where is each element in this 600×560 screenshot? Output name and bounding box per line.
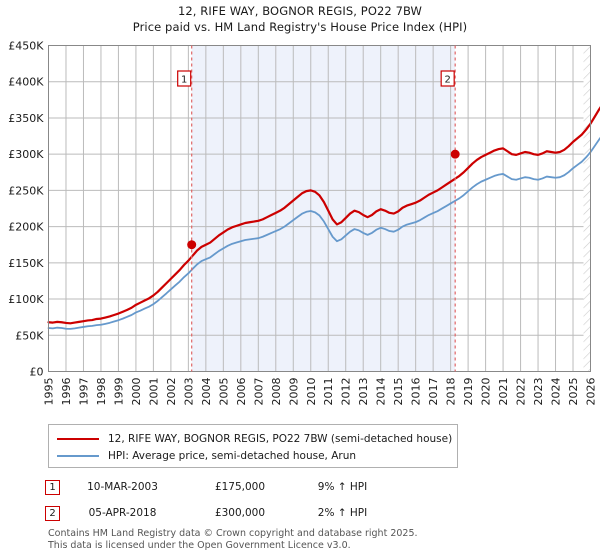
x-axis-tick-label: 2014 <box>375 378 388 406</box>
x-axis-tick-label: 2000 <box>130 378 143 406</box>
table-row: 2 05-APR-2018 £300,000 2% ↑ HPI <box>45 500 465 526</box>
ownership-span-shading <box>191 45 456 372</box>
x-axis-tick-label: 2005 <box>217 378 230 406</box>
transaction-date: 05-APR-2018 <box>88 507 157 519</box>
x-axis-tick-label: 2020 <box>480 378 493 406</box>
legend-swatch-price-paid <box>57 437 99 440</box>
forecast-hatched-region <box>583 45 591 372</box>
x-axis-tick-label: 2004 <box>200 378 213 406</box>
x-axis-tick-label: 1998 <box>95 378 108 406</box>
x-axis-tick-label: 2019 <box>462 378 475 406</box>
attribution-line-2: This data is licensed under the Open Gov… <box>48 539 351 551</box>
y-axis-tick-label: £50K <box>15 329 44 342</box>
x-axis-tick-label: 2012 <box>340 378 353 406</box>
plot-border <box>48 45 591 372</box>
x-axis-tick-label: 2007 <box>252 378 265 406</box>
chart-legend: 12, RIFE WAY, BOGNOR REGIS, PO22 7BW (se… <box>48 424 458 468</box>
x-axis-tick-label: 2010 <box>305 378 318 406</box>
y-axis-tick-label: £0 <box>30 366 44 379</box>
attribution-line-1: Contains HM Land Registry data © Crown c… <box>48 528 418 539</box>
transaction-hpi-delta: 2% ↑ HPI <box>317 507 368 519</box>
page-subtitle: Price paid vs. HM Land Registry's House … <box>132 20 468 34</box>
transaction-marker-dot <box>187 240 197 250</box>
y-axis-tick-label: £250K <box>8 184 44 197</box>
transaction-marker-badge-label: 2 <box>444 75 450 86</box>
x-axis-tick-label: 2026 <box>585 378 598 406</box>
y-axis-tick-label: £200K <box>8 221 44 234</box>
x-axis-tick-label: 2011 <box>322 378 335 406</box>
attribution-footer: Contains HM Land Registry data © Crown c… <box>48 528 588 551</box>
transaction-marker-badge-box <box>177 70 192 87</box>
x-axis-tick-label: 2003 <box>182 378 195 406</box>
series-line-price-paid <box>47 106 600 325</box>
table-row: 1 10-MAR-2003 £175,000 9% ↑ HPI <box>45 474 465 500</box>
x-axis-tick-label: 2023 <box>532 378 545 406</box>
x-axis-tick-label: 1999 <box>112 378 125 406</box>
transaction-marker-badge: 1 <box>45 479 60 495</box>
y-axis-tick-label: £150K <box>8 257 44 270</box>
legend-swatch-hpi <box>57 454 99 457</box>
transaction-price: £300,000 <box>214 507 266 519</box>
x-axis-tick-label: 2018 <box>445 378 458 406</box>
y-axis-tick-label: £400K <box>8 76 44 89</box>
legend-label-price-paid: 12, RIFE WAY, BOGNOR REGIS, PO22 7BW (se… <box>108 432 453 445</box>
x-axis-tick-label: 2015 <box>392 378 405 406</box>
x-axis-tick-label: 2009 <box>287 378 300 406</box>
transaction-price: £175,000 <box>214 481 266 493</box>
transactions-table: 1 10-MAR-2003 £175,000 9% ↑ HPI 2 05-APR… <box>45 474 465 526</box>
x-axis-tick-label: 2002 <box>165 378 178 406</box>
plot-area: £0 £50K £100K £150K £200K £250K £300K £350K £400… <box>8 40 600 406</box>
x-axis-tick-label: 2021 <box>497 378 510 406</box>
transaction-marker-badge-box <box>440 70 455 87</box>
series-line-hpi <box>47 136 600 330</box>
x-axis-tick-label: 2006 <box>235 378 248 406</box>
legend-label-hpi: HPI: Average price, semi-detached house,… <box>108 449 357 462</box>
x-axis-tick-label: 2016 <box>410 378 423 406</box>
x-axis-tick-label: 1995 <box>43 378 56 406</box>
x-axis-tick-label: 2017 <box>427 378 440 406</box>
x-axis-tick-label: 2013 <box>357 378 370 406</box>
x-axis-tick-label: 1996 <box>60 378 73 406</box>
legend-item-hpi: HPI: Average price, semi-detached house,… <box>57 447 449 464</box>
x-axis-tick-label: 2008 <box>270 378 283 406</box>
x-axis-tick-label: 2024 <box>550 378 563 406</box>
y-axis-tick-label: £300K <box>8 148 44 161</box>
y-axis-tick-label: £450K <box>8 40 44 53</box>
x-axis-tick-label: 1997 <box>77 378 90 406</box>
y-axis-tick-label: £350K <box>8 112 44 125</box>
x-axis-tick-label: 2001 <box>147 378 160 406</box>
page-title: 12, RIFE WAY, BOGNOR REGIS, PO22 7BW <box>177 4 423 18</box>
chart-title-block: 12, RIFE WAY, BOGNOR REGIS, PO22 7BW Pri… <box>0 3 600 35</box>
transaction-date: 10-MAR-2003 <box>87 481 158 493</box>
x-axis-tick-label: 2025 <box>567 378 580 406</box>
legend-item-price-paid: 12, RIFE WAY, BOGNOR REGIS, PO22 7BW (se… <box>57 430 453 447</box>
y-axis-tick-label: £100K <box>8 293 44 306</box>
transaction-marker-badge-label: 1 <box>181 75 187 86</box>
x-axis-tick-label: 2022 <box>515 378 528 406</box>
transaction-marker-badge: 2 <box>45 505 60 521</box>
transaction-hpi-delta: 9% ↑ HPI <box>317 481 368 493</box>
transaction-marker-dot <box>450 149 460 159</box>
